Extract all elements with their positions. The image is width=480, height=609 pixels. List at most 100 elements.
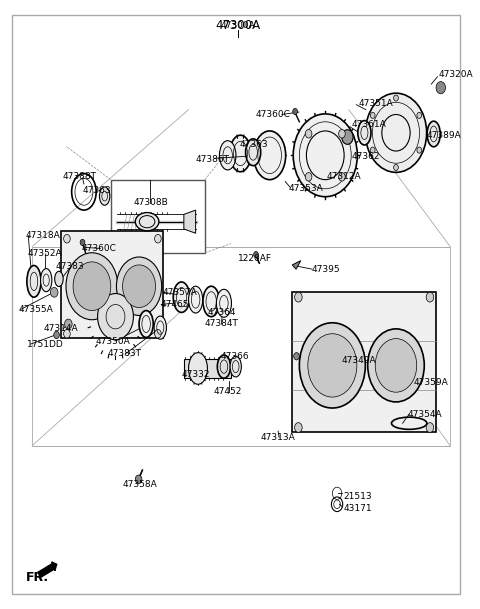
Text: 47360C: 47360C bbox=[256, 110, 291, 119]
Polygon shape bbox=[292, 261, 301, 269]
Ellipse shape bbox=[246, 139, 261, 166]
Text: 47354A: 47354A bbox=[408, 410, 443, 418]
Text: 47383T: 47383T bbox=[108, 349, 142, 357]
Circle shape bbox=[253, 252, 258, 258]
Circle shape bbox=[394, 164, 398, 171]
Circle shape bbox=[155, 329, 161, 338]
Text: 47352A: 47352A bbox=[27, 250, 62, 258]
Circle shape bbox=[417, 147, 421, 153]
Ellipse shape bbox=[216, 289, 231, 317]
Text: 43171: 43171 bbox=[343, 504, 372, 513]
Circle shape bbox=[66, 253, 118, 320]
Text: 47313A: 47313A bbox=[261, 433, 296, 442]
Circle shape bbox=[73, 262, 111, 311]
Text: 47320A: 47320A bbox=[438, 70, 473, 79]
Circle shape bbox=[300, 323, 365, 408]
Text: 47308B: 47308B bbox=[133, 198, 168, 206]
Text: 47358A: 47358A bbox=[122, 480, 157, 488]
Circle shape bbox=[365, 93, 427, 172]
Ellipse shape bbox=[358, 121, 371, 145]
Ellipse shape bbox=[135, 213, 159, 231]
Circle shape bbox=[305, 172, 312, 181]
Text: 47384T: 47384T bbox=[204, 320, 239, 328]
Circle shape bbox=[64, 234, 70, 243]
Circle shape bbox=[54, 331, 60, 339]
Circle shape bbox=[371, 112, 375, 119]
Text: 47361A: 47361A bbox=[351, 121, 386, 129]
Ellipse shape bbox=[27, 266, 41, 297]
Ellipse shape bbox=[173, 282, 190, 312]
Ellipse shape bbox=[427, 121, 440, 147]
Ellipse shape bbox=[139, 311, 153, 337]
Circle shape bbox=[295, 292, 302, 302]
Text: 47318A: 47318A bbox=[26, 231, 60, 240]
Circle shape bbox=[436, 82, 445, 94]
Text: 47452: 47452 bbox=[214, 387, 242, 396]
Bar bbox=[61, 231, 163, 338]
Bar bbox=[184, 359, 231, 378]
Ellipse shape bbox=[230, 356, 241, 377]
Text: 47353A: 47353A bbox=[288, 185, 323, 193]
Ellipse shape bbox=[253, 131, 286, 180]
Text: 47300A: 47300A bbox=[221, 21, 255, 30]
Circle shape bbox=[117, 257, 162, 315]
Text: 47364: 47364 bbox=[207, 308, 236, 317]
Circle shape bbox=[295, 423, 302, 432]
Text: 47312A: 47312A bbox=[327, 172, 361, 181]
Circle shape bbox=[293, 114, 357, 197]
Bar bbox=[111, 180, 205, 253]
Ellipse shape bbox=[230, 135, 251, 172]
Circle shape bbox=[342, 130, 353, 144]
Circle shape bbox=[294, 353, 300, 360]
Text: 47349A: 47349A bbox=[342, 356, 376, 365]
Circle shape bbox=[65, 319, 72, 329]
Text: 47351A: 47351A bbox=[358, 99, 393, 108]
Circle shape bbox=[97, 294, 133, 340]
Text: 47363: 47363 bbox=[83, 186, 111, 194]
Text: 47386T: 47386T bbox=[195, 155, 229, 164]
Text: 1220AF: 1220AF bbox=[238, 255, 272, 263]
Bar bbox=[292, 292, 436, 432]
Ellipse shape bbox=[40, 269, 52, 292]
Circle shape bbox=[293, 108, 298, 114]
Text: 47357A: 47357A bbox=[163, 288, 197, 297]
Circle shape bbox=[368, 329, 424, 402]
Circle shape bbox=[426, 292, 434, 302]
Circle shape bbox=[305, 130, 312, 138]
Circle shape bbox=[122, 265, 156, 308]
Circle shape bbox=[371, 147, 375, 153]
Circle shape bbox=[339, 172, 345, 181]
Circle shape bbox=[339, 130, 345, 138]
Text: 47363: 47363 bbox=[240, 141, 268, 149]
Text: 47395: 47395 bbox=[311, 265, 340, 273]
Polygon shape bbox=[184, 210, 196, 233]
Text: 47359A: 47359A bbox=[413, 378, 448, 387]
FancyArrow shape bbox=[38, 562, 57, 578]
Ellipse shape bbox=[99, 187, 110, 205]
Text: 47362: 47362 bbox=[351, 152, 380, 161]
Text: 47332: 47332 bbox=[181, 370, 210, 379]
Text: 47388T: 47388T bbox=[62, 172, 96, 181]
Circle shape bbox=[375, 339, 417, 392]
Circle shape bbox=[394, 95, 398, 101]
Circle shape bbox=[50, 287, 58, 297]
Ellipse shape bbox=[219, 141, 236, 170]
Text: 47465: 47465 bbox=[160, 300, 189, 309]
Circle shape bbox=[417, 112, 421, 119]
Text: 47366: 47366 bbox=[220, 352, 249, 361]
Circle shape bbox=[155, 234, 161, 243]
Text: 1751DD: 1751DD bbox=[27, 340, 64, 348]
Text: 47300A: 47300A bbox=[216, 19, 261, 32]
Circle shape bbox=[64, 329, 70, 338]
Circle shape bbox=[80, 239, 85, 245]
Ellipse shape bbox=[189, 286, 203, 313]
Ellipse shape bbox=[189, 353, 207, 384]
Ellipse shape bbox=[203, 286, 219, 317]
Text: 47355A: 47355A bbox=[19, 305, 54, 314]
Ellipse shape bbox=[154, 316, 167, 339]
Text: 47389A: 47389A bbox=[427, 131, 461, 139]
Circle shape bbox=[135, 475, 142, 484]
Text: 47383: 47383 bbox=[56, 262, 84, 271]
Text: 21513: 21513 bbox=[343, 492, 372, 501]
Text: 47314A: 47314A bbox=[44, 325, 79, 333]
